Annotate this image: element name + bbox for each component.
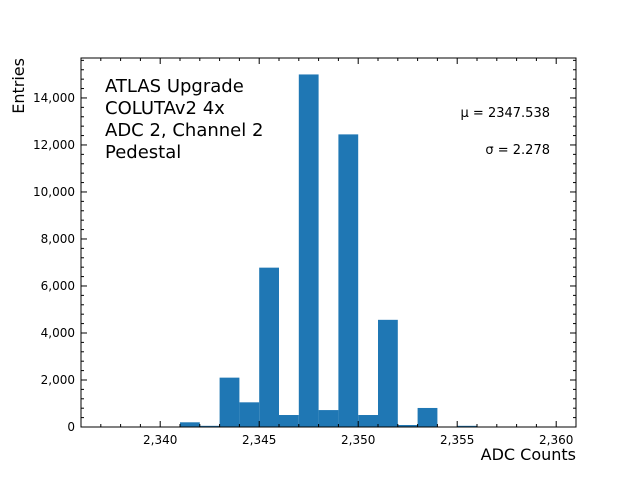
histogram-bar (397, 425, 418, 427)
histogram-bar (338, 134, 359, 427)
stat-sigma: σ = 2.278 (485, 143, 550, 158)
histogram-bar (219, 377, 240, 427)
x-tick-label: 2,345 (242, 433, 276, 447)
y-tick-label: 12,000 (33, 138, 75, 152)
bars (180, 74, 477, 427)
annotation-line-3: ADC 2, Channel 2 (105, 120, 263, 141)
histogram-bar (259, 267, 279, 427)
x-tick-label: 2,360 (539, 433, 573, 447)
annotation-line-1: ATLAS Upgrade (105, 76, 244, 97)
histogram-bar (378, 319, 398, 427)
histogram-bar (417, 407, 438, 427)
y-tick-label: 0 (67, 420, 75, 434)
histogram-bar (358, 415, 378, 427)
x-tick-label: 2,355 (440, 433, 474, 447)
x-axis-label: ADC Counts (481, 445, 576, 464)
annotation-line-2: COLUTAv2 4x (105, 98, 225, 119)
y-tick-label: 4,000 (41, 326, 75, 340)
histogram-bar (199, 425, 220, 427)
histogram-bar (298, 74, 319, 427)
x-tick-label: 2,340 (143, 433, 177, 447)
x-tick-label: 2,350 (341, 433, 375, 447)
histogram-bar (318, 410, 339, 427)
y-tick-label: 2,000 (41, 373, 75, 387)
y-tick-label: 6,000 (41, 279, 75, 293)
y-axis-label: Entries (9, 58, 28, 114)
plot-frame (80, 57, 577, 428)
y-tick-label: 10,000 (33, 185, 75, 199)
histogram-bar (239, 402, 260, 427)
annotation-line-4: Pedestal (105, 142, 181, 163)
y-tick-label: 8,000 (41, 232, 75, 246)
histogram-bar (180, 422, 200, 427)
histogram-bar (457, 425, 477, 427)
stat-mu: μ = 2347.538 (461, 106, 550, 121)
histogram-bar (279, 415, 299, 427)
y-tick-label: 14,000 (33, 91, 75, 105)
